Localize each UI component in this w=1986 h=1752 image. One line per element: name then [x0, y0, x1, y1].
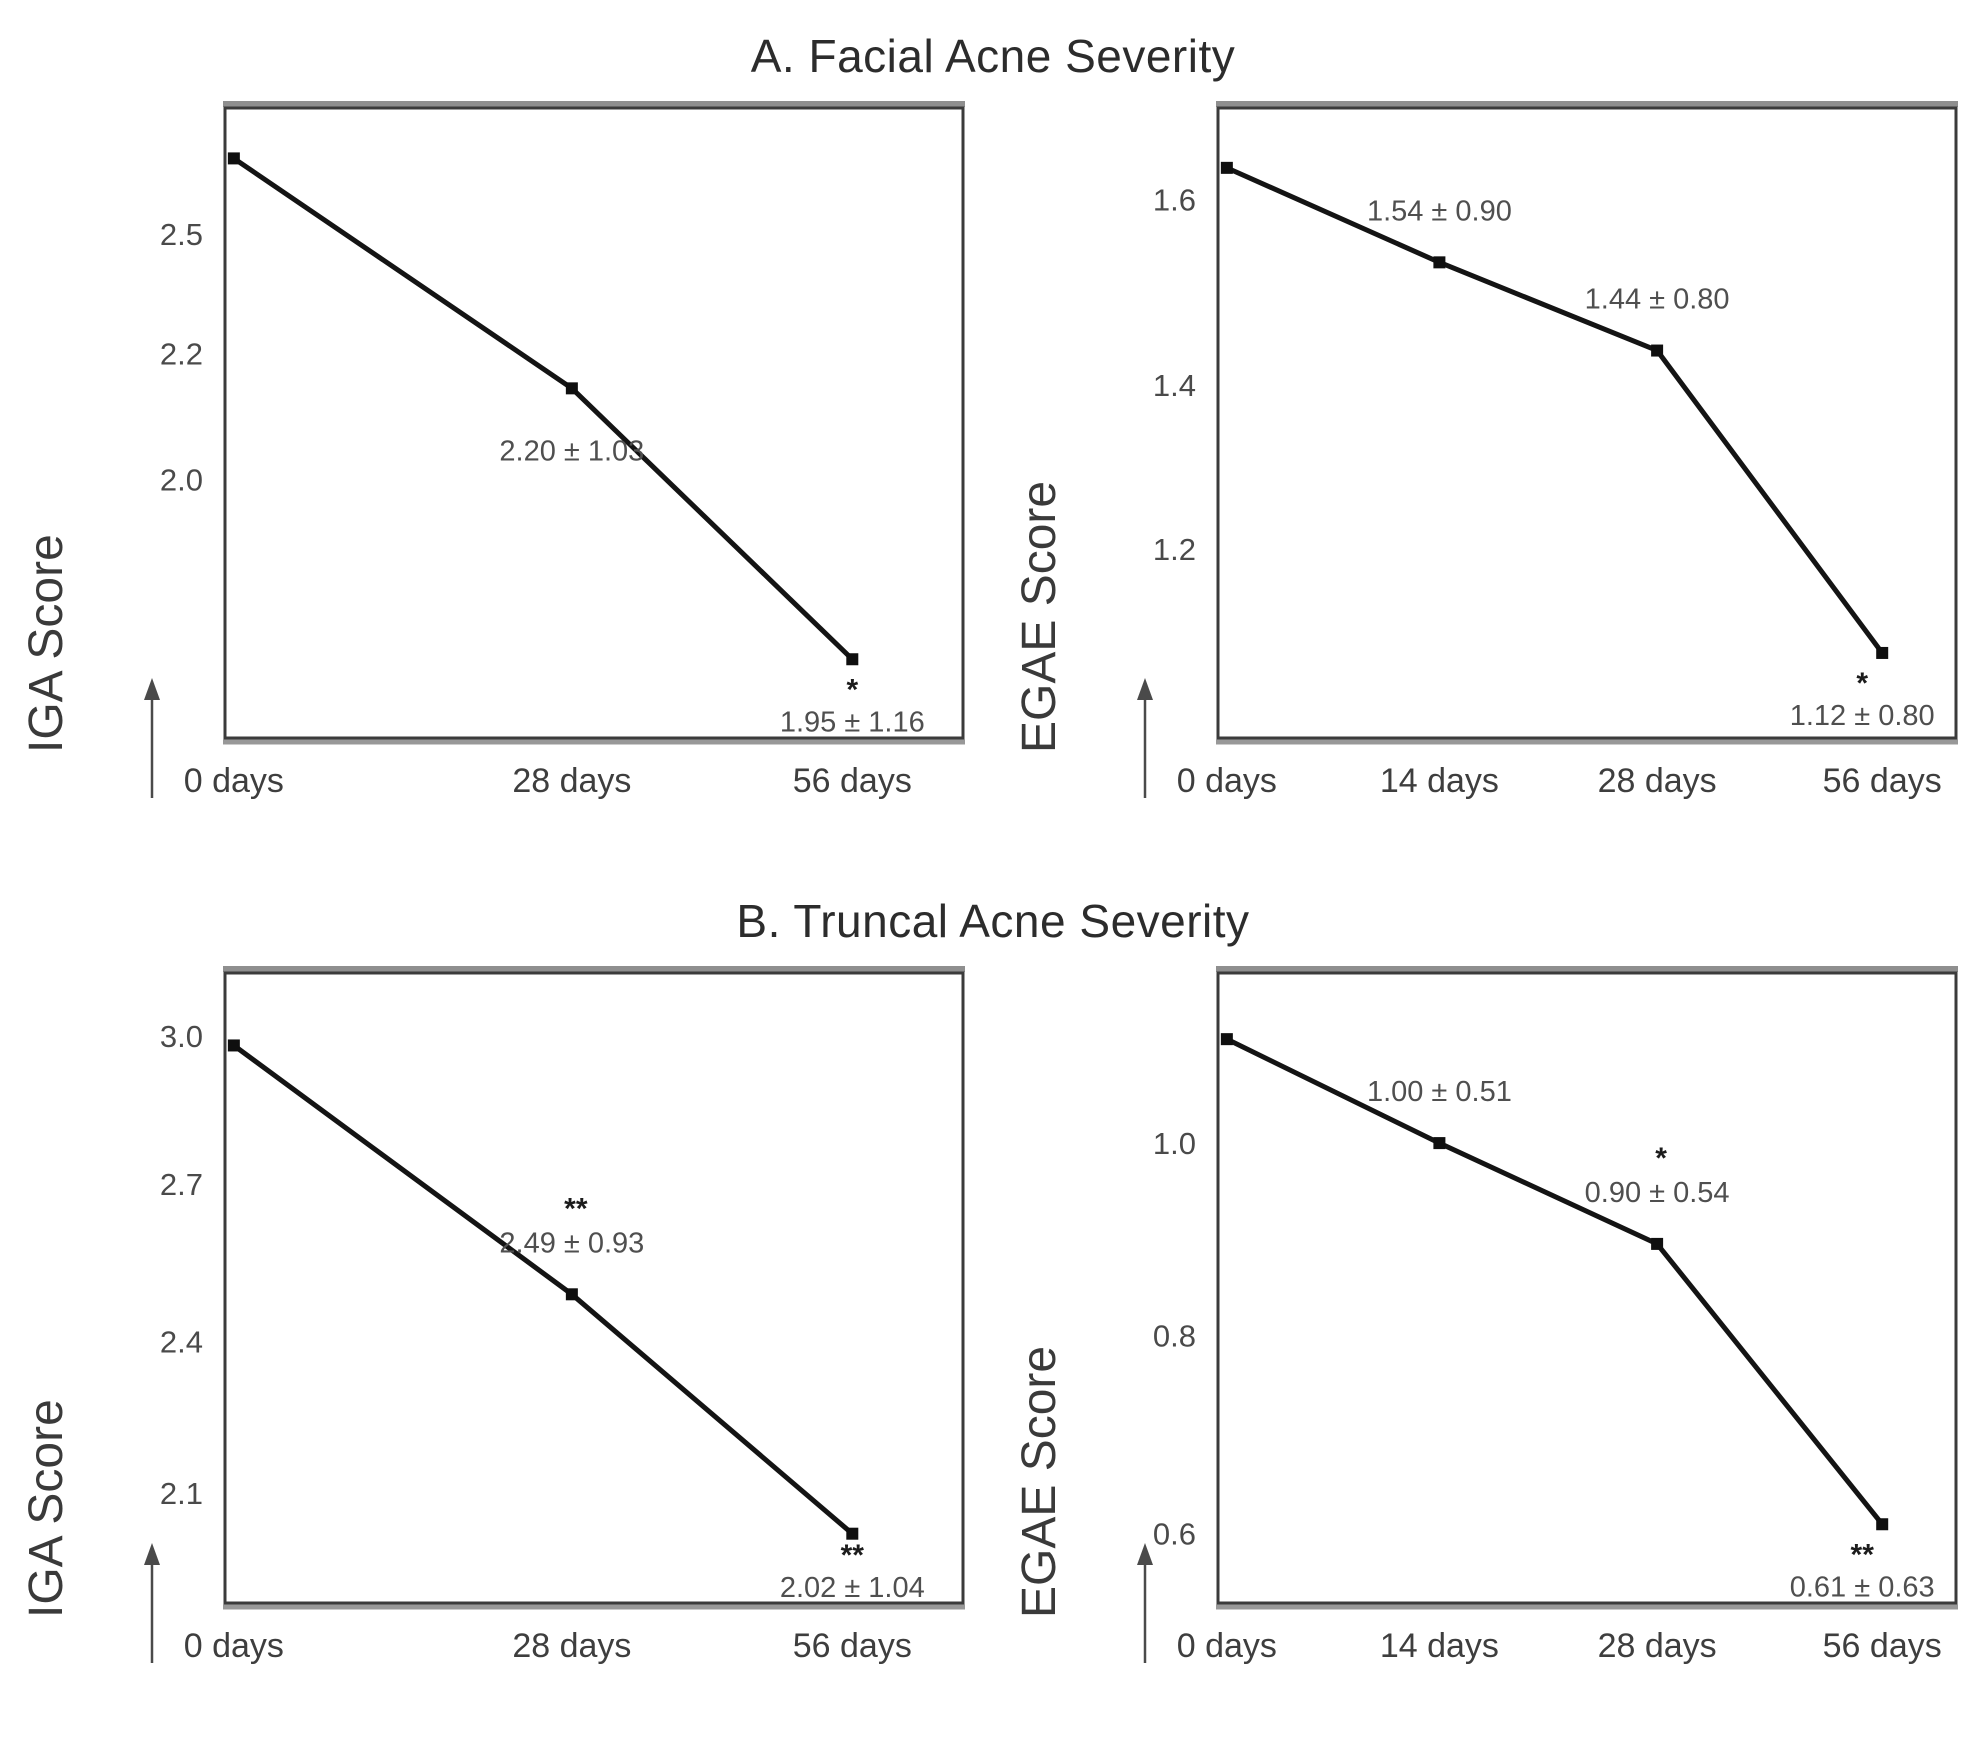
x-tick-label: 28 days: [1598, 1627, 1717, 1665]
data-point: [846, 1527, 859, 1540]
chart-canvas-facial-iga: 2.5 2.2 2.0 IGA Score 2.20 ± 1.03 1.95 ± 1.16…: [20, 101, 965, 800]
panel-b-charts: 3.0 2.7 2.4 2.1 IGA Score 2.49 ± 0.93 ** 2.02 ±…: [0, 963, 1986, 1708]
data-point: [1433, 1137, 1446, 1150]
y-tick-label: 3.0: [160, 1019, 203, 1054]
point-value-label: 0.61 ± 0.63: [1790, 1571, 1935, 1603]
y-tick-label: 2.5: [160, 217, 203, 252]
y-tick-label: 1.4: [1153, 368, 1196, 403]
x-tick-label: 28 days: [512, 762, 631, 800]
data-point: [565, 382, 578, 395]
data-point: [1433, 256, 1446, 269]
data-point: [1220, 1033, 1233, 1046]
point-value-label: 1.12 ± 0.80: [1790, 700, 1935, 732]
chart-facial-iga: 2.5 2.2 2.0 IGA Score 2.20 ± 1.03 1.95 ± 1.16…: [0, 98, 993, 843]
x-tick-label: 0 days: [1177, 762, 1277, 800]
y-tick-label: 2.7: [160, 1167, 203, 1202]
panel-b-title-text: B. Truncal Acne Severity: [736, 895, 1250, 947]
data-point: [227, 1039, 240, 1052]
y-tick-label: 1.0: [1153, 1126, 1196, 1161]
y-axis-arrowhead-icon: [144, 678, 160, 700]
plot-box: [1216, 106, 1958, 740]
point-value-label: 2.49 ± 0.93: [499, 1227, 644, 1259]
data-point: [846, 653, 859, 666]
panel-b-title: B. Truncal Acne Severity: [0, 879, 1986, 963]
data-point: [1220, 161, 1233, 174]
significance-marker: *: [846, 673, 858, 706]
trend-line: [231, 1042, 855, 1537]
point-value-label: 1.00 ± 0.51: [1367, 1076, 1512, 1108]
point-value-label: 1.44 ± 0.80: [1585, 284, 1730, 316]
y-tick-label: 0.6: [1153, 1517, 1196, 1552]
chart-truncal-iga: 3.0 2.7 2.4 2.1 IGA Score 2.49 ± 0.93 ** 2.02 ±…: [0, 963, 993, 1708]
data-point: [1651, 1237, 1664, 1250]
chart-facial-egae: 1.6 1.4 1.2 EGAE Score 1.54 ± 0.90 1.44 ± 0.8…: [993, 98, 1986, 843]
data-point: [1876, 646, 1889, 659]
chart-canvas-facial-egae: 1.6 1.4 1.2 EGAE Score 1.54 ± 0.90 1.44 ± 0.8…: [1013, 101, 1958, 800]
point-value-label: 2.02 ± 1.04: [780, 1572, 925, 1604]
trend-line: [231, 155, 855, 662]
y-tick-label: 2.0: [160, 463, 203, 498]
x-tick-label: 56 days: [1823, 762, 1942, 800]
significance-marker: **: [841, 1539, 865, 1572]
significance-marker: **: [564, 1192, 588, 1225]
point-value-label: 0.90 ± 0.54: [1585, 1177, 1730, 1209]
plot-box: [223, 971, 965, 1605]
y-tick-label: 1.6: [1153, 182, 1196, 217]
plot-box: [1216, 971, 1958, 1605]
point-value-label: 1.54 ± 0.90: [1367, 195, 1512, 227]
y-tick-label: 2.2: [160, 337, 203, 372]
y-tick-label: 2.1: [160, 1476, 203, 1511]
y-tick-label: 0.8: [1153, 1318, 1196, 1353]
y-axis-label: IGA Score: [20, 534, 73, 753]
data-point: [565, 1288, 578, 1301]
y-axis-arrowhead-icon: [1137, 1543, 1153, 1565]
x-tick-label: 56 days: [793, 1627, 912, 1665]
point-value-label: 1.95 ± 1.16: [780, 706, 925, 738]
significance-marker: *: [1655, 1142, 1667, 1175]
x-tick-label: 0 days: [184, 1627, 284, 1665]
x-tick-label: 14 days: [1380, 762, 1499, 800]
point-value-label: 2.20 ± 1.03: [499, 435, 644, 467]
trend-line: [1224, 1036, 1885, 1527]
x-tick-label: 28 days: [512, 1627, 631, 1665]
data-point: [1651, 344, 1664, 357]
y-tick-label: 2.4: [160, 1325, 203, 1360]
plot-box: [223, 106, 965, 740]
x-tick-label: 0 days: [184, 762, 284, 800]
x-tick-label: 0 days: [1177, 1627, 1277, 1665]
panel-a-title: A. Facial Acne Severity: [0, 14, 1986, 98]
panel-a-charts: 2.5 2.2 2.0 IGA Score 2.20 ± 1.03 1.95 ± 1.16…: [0, 98, 1986, 843]
x-tick-label: 28 days: [1598, 762, 1717, 800]
y-axis-arrowhead-icon: [1137, 678, 1153, 700]
data-point: [227, 152, 240, 165]
trend-line: [1224, 165, 1885, 656]
y-axis-label: EGAE Score: [1013, 481, 1066, 753]
significance-marker: **: [1851, 1538, 1875, 1571]
y-axis-arrowhead-icon: [144, 1543, 160, 1565]
chart-canvas-truncal-egae: 1.0 0.8 0.6 EGAE Score 1.00 ± 0.51 0.90 ± 0.5…: [1013, 966, 1958, 1665]
data-point: [1876, 1518, 1889, 1531]
panel-a-title-text: A. Facial Acne Severity: [750, 30, 1236, 82]
y-axis-label: EGAE Score: [1013, 1346, 1066, 1618]
significance-marker: *: [1856, 667, 1868, 700]
y-tick-label: 1.2: [1153, 532, 1196, 567]
x-tick-label: 14 days: [1380, 1627, 1499, 1665]
x-tick-label: 56 days: [1823, 1627, 1942, 1665]
y-axis-label: IGA Score: [20, 1399, 73, 1618]
chart-truncal-egae: 1.0 0.8 0.6 EGAE Score 1.00 ± 0.51 0.90 ± 0.5…: [993, 963, 1986, 1708]
x-tick-label: 56 days: [793, 762, 912, 800]
